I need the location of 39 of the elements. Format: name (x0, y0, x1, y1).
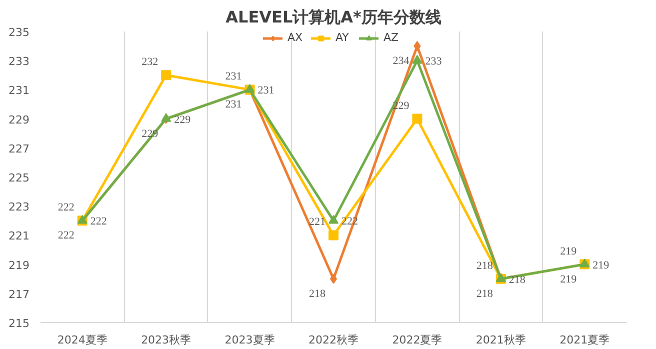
data-label: 229 (174, 114, 192, 126)
data-label: 222 (90, 216, 107, 228)
chart-title: ALEVEL计算机A*历年分数线 (226, 8, 442, 26)
data-label: 222 (58, 230, 74, 242)
data-label: 231 (258, 84, 274, 97)
y-tick-label: 219 (8, 258, 30, 272)
data-label: 222 (58, 202, 74, 214)
y-tick-label: 223 (8, 200, 30, 214)
data-label: 232 (142, 56, 158, 68)
y-tick-label: 231 (8, 84, 30, 98)
data-label: 218 (508, 274, 526, 286)
x-tick-label: 2023秋季 (141, 334, 192, 346)
x-tick-label: 2021秋季 (476, 334, 526, 346)
data-label: 234 (392, 55, 410, 68)
data-label: 218 (309, 288, 326, 300)
y-tick-label: 217 (8, 288, 30, 301)
data-label: 219 (592, 259, 610, 272)
data-label: 218 (476, 260, 494, 272)
x-tick-label: 2022夏季 (392, 334, 442, 346)
x-tick-label: 2023夏季 (224, 334, 275, 346)
y-tick-label: 221 (8, 230, 30, 243)
data-label: 218 (476, 288, 494, 300)
y-tick-label: 227 (8, 142, 30, 156)
legend-label: AZ (384, 31, 400, 44)
y-tick-label: 225 (8, 172, 30, 184)
x-tick-label: 2022秋季 (308, 334, 359, 346)
y-tick-label: 235 (8, 26, 30, 39)
y-tick-label: 229 (8, 113, 30, 126)
data-label: 219 (560, 245, 578, 258)
y-tick-label: 215 (8, 317, 30, 330)
x-tick-label: 2021夏季 (560, 334, 610, 346)
legend-label: AX (288, 31, 304, 44)
x-tick-label: 2024夏季 (57, 334, 108, 346)
legend-label: AY (336, 31, 350, 44)
data-label: 219 (560, 273, 578, 286)
data-label: 233 (425, 56, 442, 68)
data-label: 231 (225, 98, 242, 111)
y-tick-label: 233 (8, 55, 30, 68)
data-label: 231 (225, 70, 242, 83)
